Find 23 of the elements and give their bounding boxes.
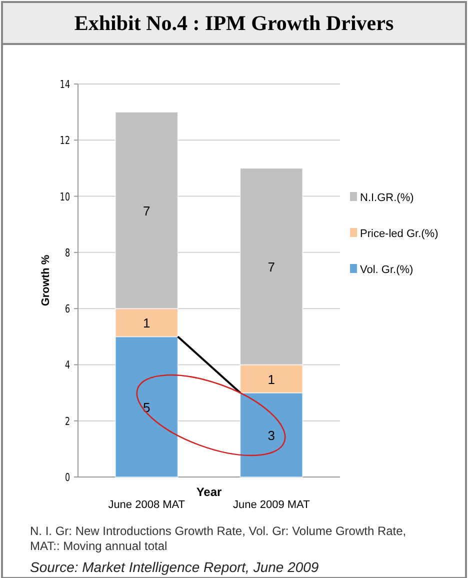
text: N. I. Gr: New Introductions Growth Rate, Vol. Gr: Volume Growth Rate, MAT:: Moving annual total [30,524,406,553]
y-tick-label: 14 [60,79,70,92]
y-tick-label: 12 [60,135,70,148]
y-tick-label: 6 [64,304,70,316]
y-tick-label: 8 [64,248,70,260]
legend-label: Price-led Gr.(%) [360,228,438,240]
x-axis-title: Year [196,485,222,499]
data-label: 7 [143,203,150,218]
y-tick-label: 0 [64,472,70,484]
data-label: 7 [268,259,275,274]
legend-label: N.I.GR.(%) [360,192,414,204]
y-tick-label: 2 [64,416,70,428]
data-label: 1 [268,372,275,387]
y-axis-title: Growth % [40,254,52,306]
chart-title: Exhibit No.4 : IPM Growth Drivers [74,11,394,35]
data-label: 1 [143,316,150,331]
y-tick-label: 10 [60,191,70,204]
x-tick-label: June 2009 MAT [232,499,310,511]
y-tick-label: 4 [64,360,70,372]
legend-label: Vol. Gr.(%) [360,264,414,276]
x-tick-label: June 2008 MAT [108,499,186,511]
source-note: Source: Market Intelligence Report, June 2009 [30,559,319,575]
data-label: 3 [268,428,275,443]
